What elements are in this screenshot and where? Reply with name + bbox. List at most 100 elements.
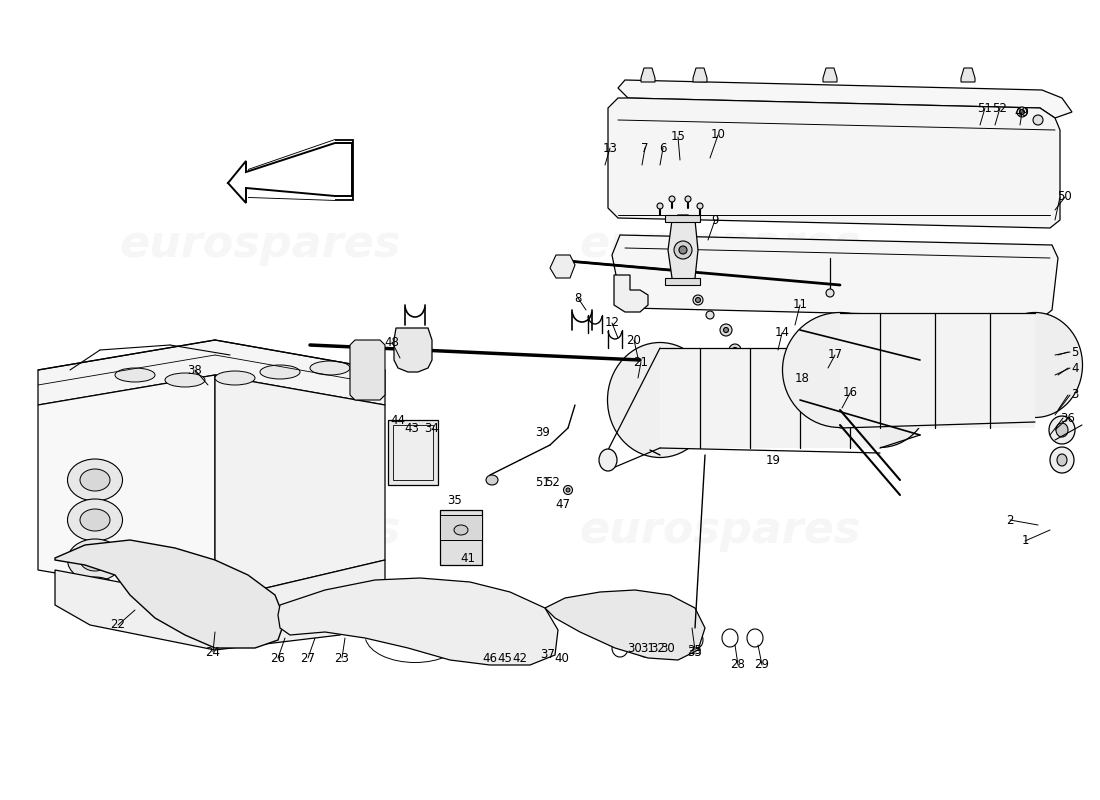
Ellipse shape [116, 368, 155, 382]
Text: 40: 40 [554, 651, 570, 665]
Text: 47: 47 [556, 498, 571, 511]
Polygon shape [350, 340, 385, 400]
Polygon shape [544, 590, 705, 660]
Polygon shape [666, 278, 700, 285]
Text: 52: 52 [992, 102, 1008, 114]
Text: 19: 19 [766, 454, 781, 466]
Ellipse shape [830, 342, 930, 447]
Bar [440, 515, 482, 540]
Text: 51: 51 [536, 475, 550, 489]
Text: 4: 4 [1071, 362, 1079, 374]
Ellipse shape [695, 298, 701, 302]
Ellipse shape [1050, 447, 1074, 473]
Polygon shape [228, 143, 352, 203]
Polygon shape [278, 578, 558, 665]
Text: 9: 9 [712, 214, 718, 226]
Ellipse shape [80, 549, 110, 571]
Ellipse shape [679, 246, 688, 254]
Text: 15: 15 [671, 130, 685, 143]
Ellipse shape [724, 327, 728, 333]
Ellipse shape [607, 342, 713, 458]
Text: 34: 34 [425, 422, 439, 434]
Text: eurospares: eurospares [580, 223, 860, 266]
Text: 20: 20 [627, 334, 641, 346]
Ellipse shape [1057, 454, 1067, 466]
Ellipse shape [720, 324, 732, 336]
Ellipse shape [1049, 416, 1075, 444]
Ellipse shape [67, 539, 122, 581]
Ellipse shape [80, 509, 110, 531]
Text: 32: 32 [650, 642, 666, 654]
Text: eurospares: eurospares [119, 223, 400, 266]
Ellipse shape [746, 364, 758, 376]
Text: 8: 8 [574, 291, 582, 305]
Ellipse shape [1056, 423, 1068, 437]
Ellipse shape [674, 241, 692, 259]
Polygon shape [214, 375, 385, 600]
Text: 16: 16 [843, 386, 858, 399]
Ellipse shape [454, 525, 467, 535]
Text: 41: 41 [461, 551, 475, 565]
Ellipse shape [214, 371, 255, 385]
Ellipse shape [685, 196, 691, 202]
Text: eurospares: eurospares [580, 509, 860, 551]
Bar [388, 420, 438, 485]
Polygon shape [666, 215, 700, 222]
Polygon shape [608, 98, 1060, 228]
Text: 35: 35 [448, 494, 462, 506]
Ellipse shape [563, 486, 572, 494]
Polygon shape [693, 68, 707, 82]
Text: 22: 22 [110, 618, 125, 631]
Text: 52: 52 [546, 475, 560, 489]
Text: 33: 33 [688, 646, 703, 658]
Ellipse shape [67, 459, 122, 501]
Text: 2: 2 [1006, 514, 1014, 526]
Ellipse shape [693, 295, 703, 305]
Polygon shape [55, 560, 385, 650]
Ellipse shape [782, 313, 898, 427]
Ellipse shape [165, 373, 205, 387]
Text: 42: 42 [513, 651, 528, 665]
Text: 37: 37 [540, 649, 556, 662]
Ellipse shape [486, 475, 498, 485]
Text: 46: 46 [483, 651, 497, 665]
Text: 1: 1 [1021, 534, 1028, 547]
Text: 12: 12 [605, 317, 619, 330]
Text: 14: 14 [774, 326, 790, 339]
Polygon shape [823, 68, 837, 82]
Text: 49: 49 [1014, 106, 1030, 118]
Ellipse shape [67, 499, 122, 541]
Ellipse shape [1020, 110, 1024, 114]
Ellipse shape [729, 344, 741, 356]
Ellipse shape [988, 313, 1082, 418]
Ellipse shape [733, 347, 737, 353]
Text: 44: 44 [390, 414, 406, 426]
Polygon shape [612, 235, 1058, 318]
Polygon shape [394, 328, 432, 372]
Text: 21: 21 [634, 355, 649, 369]
Ellipse shape [310, 361, 350, 375]
Bar [393, 425, 433, 480]
Text: 27: 27 [300, 651, 316, 665]
Text: 10: 10 [711, 129, 725, 142]
Ellipse shape [1018, 107, 1027, 117]
Text: 7: 7 [641, 142, 649, 154]
Text: 43: 43 [405, 422, 419, 434]
Text: 23: 23 [334, 651, 350, 665]
Text: 39: 39 [536, 426, 550, 439]
Text: 30: 30 [661, 642, 675, 654]
Ellipse shape [80, 587, 110, 609]
Text: 13: 13 [603, 142, 617, 154]
Polygon shape [961, 68, 975, 82]
Text: eurospares: eurospares [119, 509, 400, 551]
Text: 30: 30 [628, 642, 642, 654]
Text: 11: 11 [792, 298, 807, 311]
Ellipse shape [67, 577, 122, 619]
Ellipse shape [706, 311, 714, 319]
Text: 5: 5 [1071, 346, 1079, 358]
Ellipse shape [260, 365, 300, 379]
Bar [660, 348, 880, 448]
Text: 25: 25 [688, 643, 703, 657]
Text: 6: 6 [659, 142, 667, 154]
Polygon shape [641, 68, 654, 82]
